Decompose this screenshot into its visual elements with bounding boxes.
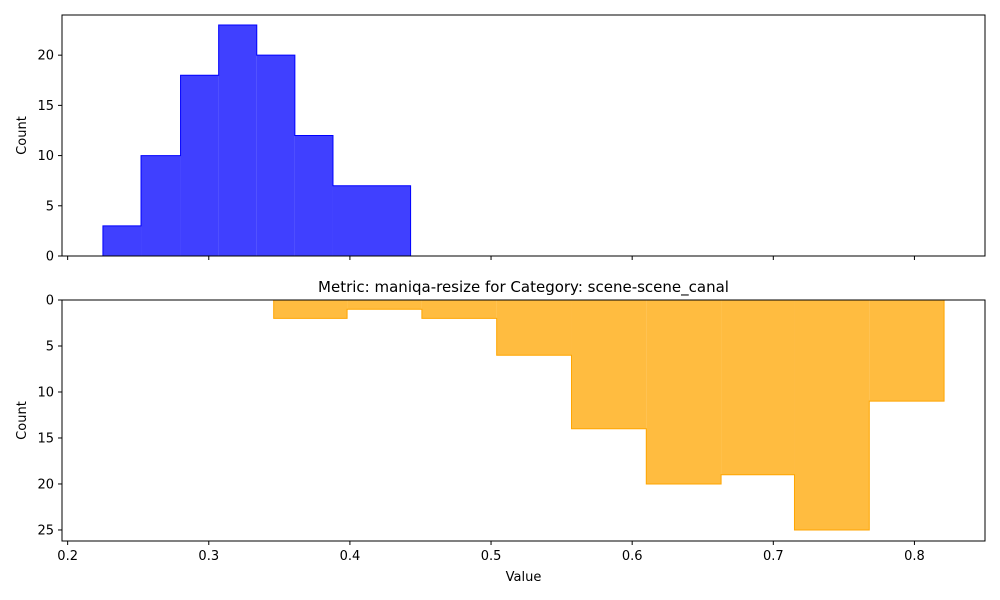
bottom-histogram-bar [794,300,870,530]
bottom-y-tick-label: 15 [37,431,54,446]
top-axes-frame [61,14,986,257]
bottom-x-tick-label: 0.2 [57,549,78,564]
top-histogram-bar [102,225,142,256]
bottom-histogram-bar [421,300,497,319]
top-histogram-panel: 0 5 10 15 20 Count [15,14,986,265]
bottom-x-tick-label: 0.7 [763,549,784,564]
bottom-y-tick-label: 0 [46,294,54,309]
bottom-y-tick-label: 5 [46,339,54,354]
bottom-x-tick-label: 0.4 [340,549,361,564]
top-y-tick-label: 10 [37,149,54,164]
bottom-x-tick-label: 0.3 [198,549,219,564]
top-y-tick-label: 15 [37,99,54,114]
bottom-histogram-panel: 0.2 0.3 0.4 0.5 0.6 0.7 0.8 0 5 10 15 20 25 Count Valu… [15,278,986,585]
top-y-axis-label: Count [15,116,30,155]
bottom-y-tick-label: 25 [37,523,54,538]
bottom-y-axis-label: Count [15,401,30,440]
top-histogram-bar [180,75,219,256]
top-y-tick-label: 0 [46,250,54,265]
bottom-x-tick-label: 0.8 [904,549,925,564]
top-histogram-bar [256,55,295,256]
bottom-histogram-bar [869,300,945,402]
bottom-x-tick-label: 0.6 [622,549,643,564]
bottom-y-tick-label: 20 [37,477,54,492]
top-y-tick-label: 5 [46,199,54,214]
bottom-y-tick-label: 10 [37,385,54,400]
bottom-axes-frame [61,299,986,542]
top-y-tick-label: 20 [37,49,54,64]
top-histogram-outline [102,24,412,256]
top-histogram-bar [372,185,411,256]
bottom-histogram-bar [646,300,722,484]
bottom-histogram-bar [571,300,647,429]
bottom-histogram-bar [496,300,572,356]
bottom-histogram-bar [347,300,422,310]
bottom-chart-title: Metric: maniqa-resize for Category: scen… [318,278,729,297]
bottom-histogram-outline [273,300,945,531]
top-histogram-bar [218,25,257,256]
bottom-x-axis-label: Value [506,570,542,585]
top-histogram-bar [141,155,181,256]
bottom-histogram-bar [273,300,348,319]
bottom-histogram-bar [721,300,795,475]
top-histogram-bar [294,135,333,256]
bottom-x-tick-label: 0.5 [481,549,502,564]
top-histogram-bar [332,185,373,256]
